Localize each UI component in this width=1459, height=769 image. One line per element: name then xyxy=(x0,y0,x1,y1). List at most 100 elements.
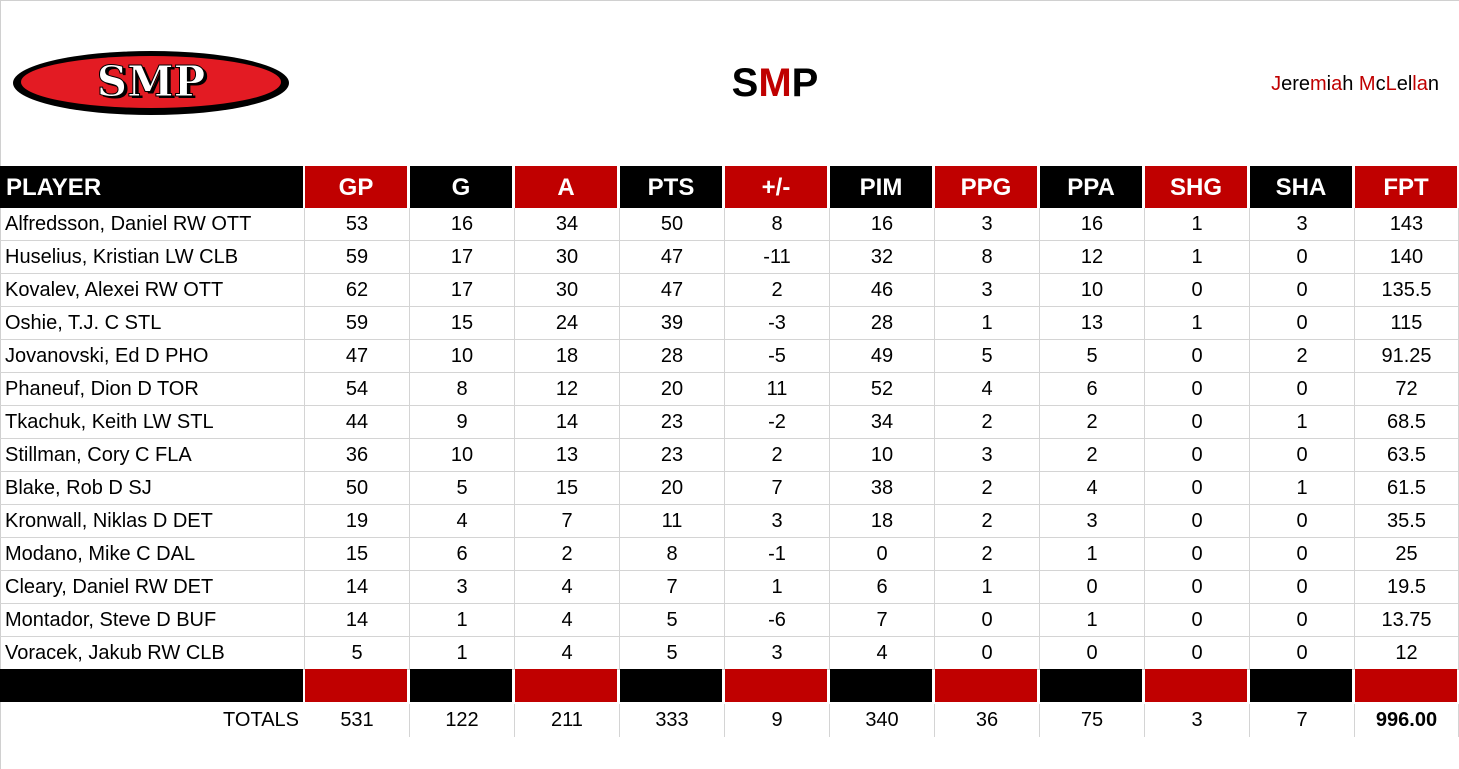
stat-cell[interactable]: 18 xyxy=(515,340,620,373)
player-name-cell[interactable]: Stillman, Cory C FLA xyxy=(0,439,305,472)
stat-cell[interactable]: 44 xyxy=(305,406,410,439)
stat-cell[interactable]: 32 xyxy=(830,241,935,274)
stat-cell[interactable]: 38 xyxy=(830,472,935,505)
stat-cell[interactable]: 59 xyxy=(305,241,410,274)
stat-cell[interactable]: 36 xyxy=(305,439,410,472)
stat-cell[interactable]: 0 xyxy=(1145,571,1250,604)
stat-cell[interactable]: 0 xyxy=(1250,505,1355,538)
stat-cell[interactable]: 1 xyxy=(1145,241,1250,274)
stat-cell[interactable]: 2 xyxy=(1040,439,1145,472)
total-cell[interactable]: 7 xyxy=(1250,704,1355,737)
stat-cell[interactable]: 30 xyxy=(515,241,620,274)
stat-cell[interactable]: 0 xyxy=(1145,406,1250,439)
stat-cell[interactable]: 0 xyxy=(1145,472,1250,505)
stat-cell[interactable]: 3 xyxy=(410,571,515,604)
stat-cell[interactable]: 30 xyxy=(515,274,620,307)
stat-cell[interactable]: 11 xyxy=(725,373,830,406)
stat-cell[interactable]: 0 xyxy=(1145,274,1250,307)
stat-cell[interactable]: 10 xyxy=(1040,274,1145,307)
total-cell[interactable]: 340 xyxy=(830,704,935,737)
total-cell[interactable]: 333 xyxy=(620,704,725,737)
stat-cell[interactable]: 47 xyxy=(620,241,725,274)
stat-cell[interactable]: 3 xyxy=(935,208,1040,241)
stat-cell[interactable]: 2 xyxy=(935,538,1040,571)
player-name-cell[interactable]: Phaneuf, Dion D TOR xyxy=(0,373,305,406)
stat-cell[interactable]: 15 xyxy=(305,538,410,571)
stat-cell[interactable]: 0 xyxy=(1145,637,1250,670)
column-header-sha[interactable]: SHA xyxy=(1250,166,1352,208)
stat-cell[interactable]: 2 xyxy=(515,538,620,571)
column-header-[interactable]: +/- xyxy=(725,166,827,208)
stat-cell[interactable]: 1 xyxy=(1145,208,1250,241)
stat-cell[interactable]: 5 xyxy=(620,637,725,670)
player-name-cell[interactable]: Voracek, Jakub RW CLB xyxy=(0,637,305,670)
column-header-ppg[interactable]: PPG xyxy=(935,166,1037,208)
column-header-a[interactable]: A xyxy=(515,166,617,208)
stat-cell[interactable]: 28 xyxy=(620,340,725,373)
stat-cell[interactable]: 4 xyxy=(1040,472,1145,505)
stat-cell[interactable]: 6 xyxy=(410,538,515,571)
stat-cell[interactable]: 2 xyxy=(1040,406,1145,439)
stat-cell[interactable]: 0 xyxy=(1250,439,1355,472)
stat-cell[interactable]: 20 xyxy=(620,373,725,406)
stat-cell[interactable]: 50 xyxy=(620,208,725,241)
stat-cell[interactable]: 5 xyxy=(620,604,725,637)
player-name-cell[interactable]: Kovalev, Alexei RW OTT xyxy=(0,274,305,307)
stat-cell[interactable]: 1 xyxy=(1250,406,1355,439)
stat-cell[interactable]: 0 xyxy=(1040,637,1145,670)
stat-cell[interactable]: 10 xyxy=(830,439,935,472)
stat-cell[interactable]: 6 xyxy=(1040,373,1145,406)
stat-cell[interactable]: 59 xyxy=(305,307,410,340)
player-name-cell[interactable]: Jovanovski, Ed D PHO xyxy=(0,340,305,373)
stat-cell[interactable]: 15 xyxy=(515,472,620,505)
player-name-cell[interactable]: Cleary, Daniel RW DET xyxy=(0,571,305,604)
stat-cell[interactable]: 12 xyxy=(1040,241,1145,274)
stat-cell[interactable]: 5 xyxy=(1040,340,1145,373)
stat-cell[interactable]: 4 xyxy=(515,637,620,670)
stat-cell[interactable]: 2 xyxy=(725,439,830,472)
stat-cell[interactable]: 4 xyxy=(935,373,1040,406)
stat-cell[interactable]: 49 xyxy=(830,340,935,373)
stat-cell[interactable]: 4 xyxy=(830,637,935,670)
column-header-shg[interactable]: SHG xyxy=(1145,166,1247,208)
stat-cell[interactable]: 23 xyxy=(620,439,725,472)
player-name-cell[interactable]: Blake, Rob D SJ xyxy=(0,472,305,505)
stat-cell[interactable]: 19 xyxy=(305,505,410,538)
stat-cell[interactable]: 3 xyxy=(725,505,830,538)
player-name-cell[interactable]: Tkachuk, Keith LW STL xyxy=(0,406,305,439)
column-header-gp[interactable]: GP xyxy=(305,166,407,208)
stat-cell[interactable]: 1 xyxy=(935,571,1040,604)
column-header-pts[interactable]: PTS xyxy=(620,166,722,208)
player-name-cell[interactable]: Huselius, Kristian LW CLB xyxy=(0,241,305,274)
stat-cell[interactable]: 0 xyxy=(935,637,1040,670)
stat-cell[interactable]: 16 xyxy=(1040,208,1145,241)
stat-cell[interactable]: 18 xyxy=(830,505,935,538)
stat-cell[interactable]: 16 xyxy=(410,208,515,241)
stat-cell[interactable]: 23 xyxy=(620,406,725,439)
stat-cell[interactable]: 25 xyxy=(1355,538,1459,571)
stat-cell[interactable]: 3 xyxy=(1250,208,1355,241)
stat-cell[interactable]: 1 xyxy=(725,571,830,604)
stat-cell[interactable]: 0 xyxy=(1250,571,1355,604)
stat-cell[interactable]: 1 xyxy=(1250,472,1355,505)
stat-cell[interactable]: 3 xyxy=(935,439,1040,472)
stat-cell[interactable]: 14 xyxy=(305,604,410,637)
stat-cell[interactable]: 53 xyxy=(305,208,410,241)
stat-cell[interactable]: 19.5 xyxy=(1355,571,1459,604)
stat-cell[interactable]: 0 xyxy=(1145,439,1250,472)
stat-cell[interactable]: -11 xyxy=(725,241,830,274)
stat-cell[interactable]: 4 xyxy=(410,505,515,538)
stat-cell[interactable]: 14 xyxy=(515,406,620,439)
stat-cell[interactable]: 0 xyxy=(1250,373,1355,406)
stat-cell[interactable]: 8 xyxy=(620,538,725,571)
stat-cell[interactable]: 7 xyxy=(830,604,935,637)
stat-cell[interactable]: 7 xyxy=(725,472,830,505)
player-name-cell[interactable]: Kronwall, Niklas D DET xyxy=(0,505,305,538)
stat-cell[interactable]: 1 xyxy=(410,604,515,637)
stat-cell[interactable]: 10 xyxy=(410,439,515,472)
stat-cell[interactable]: 63.5 xyxy=(1355,439,1459,472)
stat-cell[interactable]: 24 xyxy=(515,307,620,340)
stat-cell[interactable]: 68.5 xyxy=(1355,406,1459,439)
stat-cell[interactable]: 0 xyxy=(1145,373,1250,406)
stat-cell[interactable]: 47 xyxy=(305,340,410,373)
